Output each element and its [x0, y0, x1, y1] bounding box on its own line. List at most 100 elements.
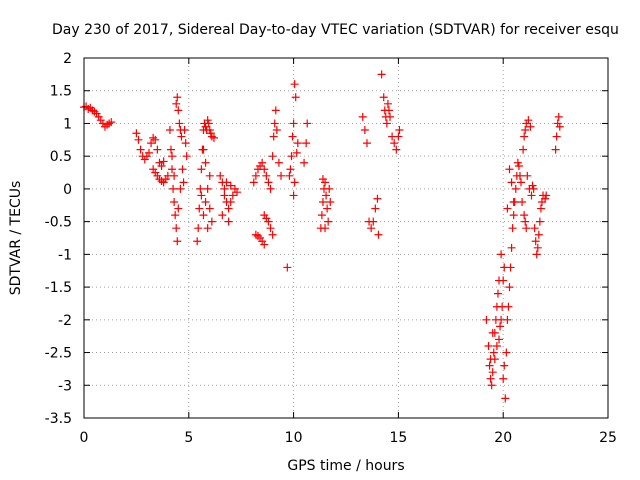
data-point — [224, 217, 233, 226]
data-point — [289, 119, 298, 128]
data-point — [382, 119, 391, 128]
data-point — [386, 112, 395, 121]
data-point — [287, 152, 296, 161]
data-point — [323, 204, 332, 213]
data-point — [272, 126, 281, 134]
data-point — [317, 211, 326, 220]
data-point — [527, 191, 536, 200]
data-point — [195, 204, 204, 213]
data-point — [206, 129, 215, 138]
data-point — [529, 184, 538, 193]
data-point — [488, 368, 497, 377]
x-tick-label: 15 — [389, 430, 407, 446]
y-tick-label: -2.5 — [45, 346, 72, 362]
data-point — [532, 250, 541, 259]
data-point — [514, 162, 523, 170]
data-point — [362, 139, 371, 148]
data-point — [533, 243, 542, 252]
data-point — [292, 148, 301, 157]
data-point — [541, 194, 550, 203]
y-tick-label: -2 — [58, 313, 72, 329]
data-point — [222, 178, 231, 187]
data-point — [271, 106, 280, 115]
data-point — [177, 132, 186, 141]
data-point — [521, 126, 530, 134]
data-point — [286, 165, 295, 174]
data-point — [490, 355, 499, 364]
data-point — [492, 342, 501, 350]
data-point — [218, 211, 227, 220]
data-point — [169, 184, 178, 193]
data-point — [179, 178, 188, 187]
data-point — [288, 132, 297, 141]
data-point — [554, 112, 563, 121]
data-point — [157, 177, 166, 186]
data-point — [226, 198, 235, 206]
data-point — [207, 217, 216, 226]
data-point — [518, 198, 527, 206]
data-point — [486, 374, 495, 383]
x-tick-label: 5 — [184, 430, 193, 446]
data-point — [530, 224, 539, 233]
data-point — [322, 191, 331, 200]
data-point — [149, 133, 158, 142]
data-point — [289, 191, 298, 200]
data-point — [302, 139, 311, 148]
data-point — [197, 191, 206, 200]
data-point — [268, 152, 277, 161]
data-point — [205, 204, 214, 213]
data-point — [209, 133, 218, 142]
data-point — [262, 171, 271, 180]
data-point — [290, 178, 299, 187]
data-point — [318, 198, 327, 206]
y-tick-label: -1 — [58, 247, 72, 263]
data-point — [485, 361, 494, 370]
data-point — [371, 204, 380, 213]
data-point — [172, 224, 181, 233]
data-point — [132, 129, 141, 138]
data-point — [369, 217, 378, 226]
data-point — [536, 204, 545, 213]
data-point — [203, 184, 212, 193]
data-point — [204, 119, 213, 128]
data-point — [531, 237, 540, 246]
data-point — [503, 204, 512, 213]
data-point — [274, 158, 283, 167]
data-point — [496, 322, 505, 331]
x-tick-label: 10 — [285, 430, 303, 446]
data-point — [147, 139, 156, 148]
data-point — [283, 263, 292, 272]
data-point — [502, 348, 511, 357]
data-point — [495, 335, 504, 344]
y-tick-label: 1 — [63, 116, 72, 132]
data-point — [524, 116, 533, 125]
data-point — [168, 165, 177, 174]
data-point — [196, 184, 205, 193]
plot-frame — [83, 57, 609, 419]
data-point — [507, 243, 516, 252]
data-point — [521, 217, 530, 226]
data-point — [253, 232, 262, 241]
data-point — [216, 171, 225, 180]
data-point — [269, 132, 278, 141]
data-point — [291, 93, 300, 102]
data-point — [233, 188, 242, 197]
data-point — [555, 122, 564, 131]
data-point — [293, 139, 302, 148]
data-point — [197, 165, 206, 174]
data-point — [268, 230, 277, 239]
data-point — [542, 191, 551, 200]
data-point — [379, 93, 388, 102]
data-point — [181, 139, 190, 148]
data-point — [499, 276, 508, 285]
data-point — [199, 211, 208, 220]
data-point — [534, 230, 543, 239]
data-point — [358, 112, 367, 121]
data-point — [165, 126, 174, 134]
data-point — [318, 175, 327, 184]
data-point — [277, 171, 286, 180]
data-point — [489, 348, 498, 357]
data-point — [300, 158, 309, 167]
data-point — [511, 184, 520, 193]
